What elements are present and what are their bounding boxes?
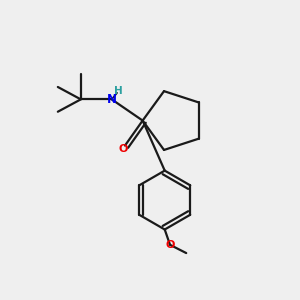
Text: O: O	[119, 144, 128, 154]
Text: N: N	[107, 93, 117, 106]
Text: O: O	[165, 240, 175, 250]
Text: H: H	[114, 86, 123, 96]
